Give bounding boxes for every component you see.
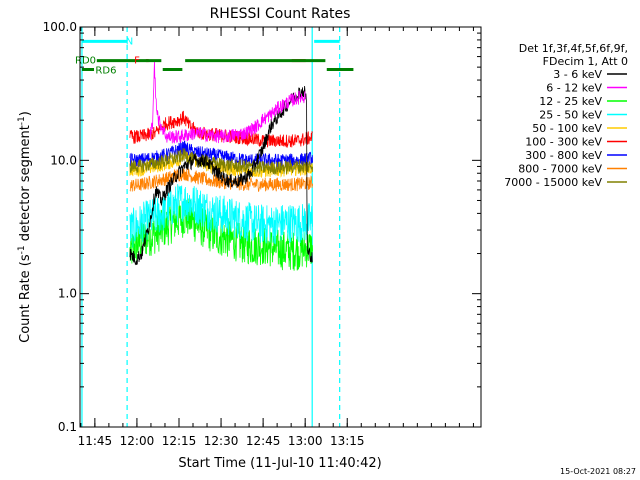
flag-label: RD0 — [75, 56, 96, 67]
flag-label: RD6 — [95, 66, 116, 77]
legend-label: 6 - 12 keV — [546, 82, 602, 95]
series-line — [149, 60, 306, 144]
x-tick-label: 13:00 — [288, 434, 323, 448]
y-axis-label-end: ) — [18, 111, 33, 116]
legend-label: 3 - 6 keV — [553, 68, 602, 81]
legend-label: 800 - 7000 keV — [518, 163, 602, 176]
legend: Det 1f,3f,4f,5f,6f,9f, FDecim 1, Att 0 3… — [504, 42, 628, 189]
plot-frame — [79, 26, 482, 428]
instrument-mode-lines — [81, 27, 341, 427]
y-tick-label: 10.0 — [50, 153, 77, 167]
y-tick-label: 100.0 — [43, 20, 77, 34]
x-axis-label: Start Time (11-Jul-10 11:40:42) — [178, 456, 381, 471]
legend-header-line1: Det 1f,3f,4f,5f,6f,9f, — [519, 42, 628, 55]
series-layer — [129, 60, 313, 271]
y-axis-label-sup2: -1 — [17, 116, 27, 125]
legend-header-line2: FDecim 1, Att 0 — [543, 55, 628, 68]
legend-label: 50 - 100 keV — [532, 122, 602, 135]
flag-label: N — [126, 36, 133, 47]
legend-label: 300 - 800 keV — [525, 149, 602, 162]
chart-title: RHESSI Count Rates — [210, 6, 351, 22]
x-tick-label: 12:45 — [246, 434, 281, 448]
y-axis-label-main: Count Rate (s — [18, 254, 33, 343]
series-line — [129, 85, 313, 266]
y-axis-ticks: 0.1 1.0 10.0 100.0 — [43, 20, 481, 434]
x-axis-ticks: 11:45 12:00 12:15 12:30 12:45 13:00 13:15 — [78, 27, 474, 448]
y-tick-label: 1.0 — [58, 287, 77, 301]
legend-label: 25 - 50 keV — [539, 109, 602, 122]
y-tick-label: 0.1 — [58, 420, 77, 434]
x-tick-label: 12:30 — [204, 434, 239, 448]
flag-label: F — [134, 56, 140, 67]
y-axis-label-middle: detector segment — [18, 125, 33, 245]
series-line — [129, 184, 313, 248]
footer-date: 15-Oct-2021 08:27 — [560, 467, 636, 476]
x-tick-label: 13:15 — [330, 434, 365, 448]
series-line — [129, 140, 313, 168]
series-line — [129, 167, 313, 193]
x-tick-label: 12:00 — [120, 434, 155, 448]
x-tick-label: 12:15 — [162, 434, 197, 448]
y-axis-label-sup1: -1 — [17, 245, 27, 254]
legend-label: 100 - 300 keV — [525, 136, 602, 149]
x-tick-label: 11:45 — [78, 434, 113, 448]
legend-label: 7000 - 15000 keV — [504, 176, 602, 189]
series-line — [129, 148, 313, 175]
legend-label: 12 - 25 keV — [539, 95, 602, 108]
y-axis-label: Count Rate (s-1 detector segment-1) — [17, 111, 33, 343]
